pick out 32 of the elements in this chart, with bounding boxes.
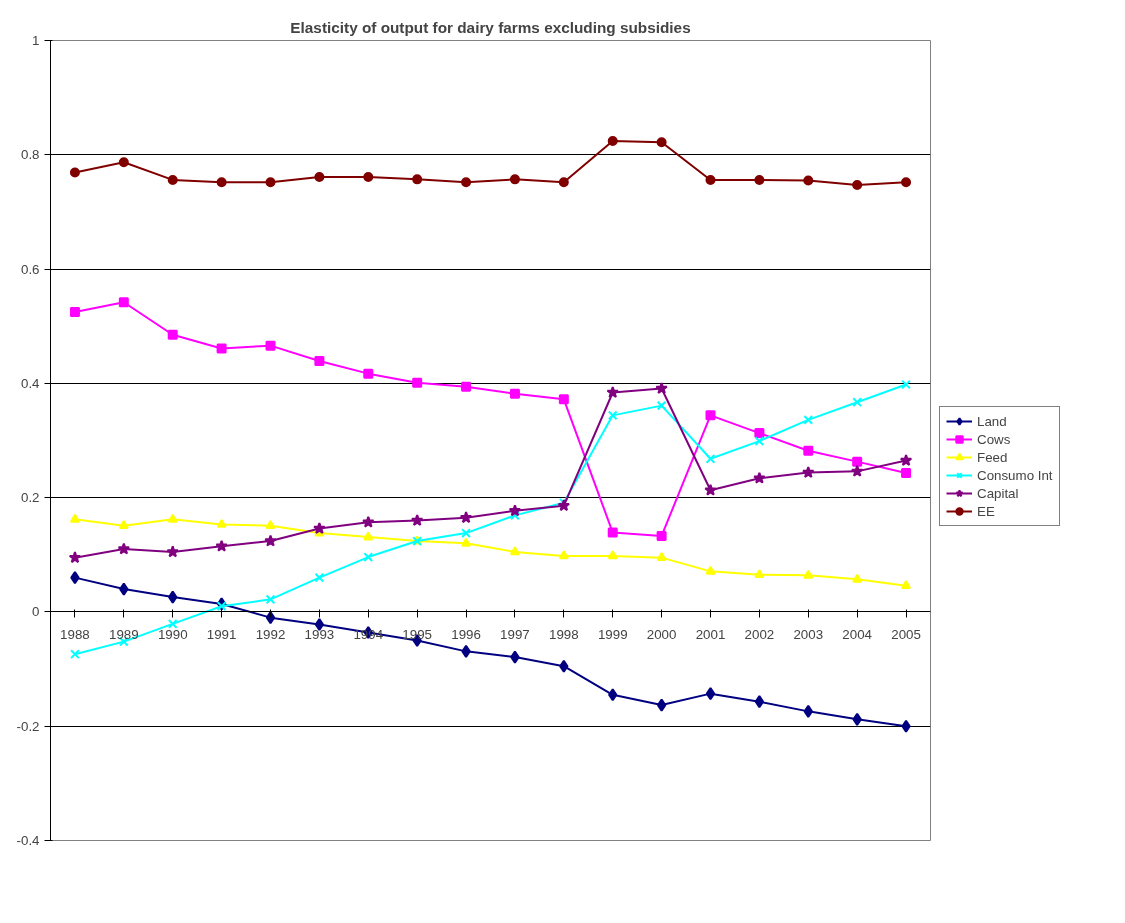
x-tick-label: 1997 <box>500 626 530 642</box>
x-tick-label: 1999 <box>597 626 628 642</box>
x-tick-label: 1990 <box>157 626 188 642</box>
y-tick-label: 0 <box>32 604 40 620</box>
legend-label: Land <box>977 413 1007 429</box>
legend-label: Capital <box>977 485 1019 501</box>
y-tick-label: 0.4 <box>20 375 41 391</box>
x-tick-label: 2004 <box>842 626 873 642</box>
y-tick-label: 0.2 <box>20 490 40 506</box>
x-tick-label: 1992 <box>255 626 286 642</box>
x-tick-label: 2001 <box>695 626 726 642</box>
x-tick-label: 1998 <box>549 626 579 642</box>
y-tick-label: -0.4 <box>16 833 41 848</box>
legend-label: Cows <box>977 431 1011 447</box>
y-tick-label: 0.6 <box>20 261 40 277</box>
y-tick-label: 1 <box>32 33 40 48</box>
y-tick-label: -0.2 <box>16 718 40 734</box>
legend-label: EE <box>977 503 996 519</box>
y-tick-label: 0.8 <box>20 147 40 163</box>
x-tick-label: 1988 <box>60 626 90 642</box>
x-tick-label: 1995 <box>402 626 432 642</box>
chart-title: Elasticity of output for dairy farms excluding subsidies <box>290 18 691 36</box>
x-tick-label: 2003 <box>793 626 824 642</box>
x-tick-label: 2005 <box>891 626 921 642</box>
x-tick-label: 2002 <box>744 626 775 642</box>
x-tick-label: 1996 <box>451 626 481 642</box>
x-tick-label: 1991 <box>206 626 237 642</box>
x-tick-label: 1993 <box>304 626 335 642</box>
x-tick-label: 2000 <box>646 626 677 642</box>
legend-label: Feed <box>977 449 1008 465</box>
x-tick-label: 1989 <box>109 626 139 642</box>
legend-label: Consumo Int <box>977 467 1053 483</box>
